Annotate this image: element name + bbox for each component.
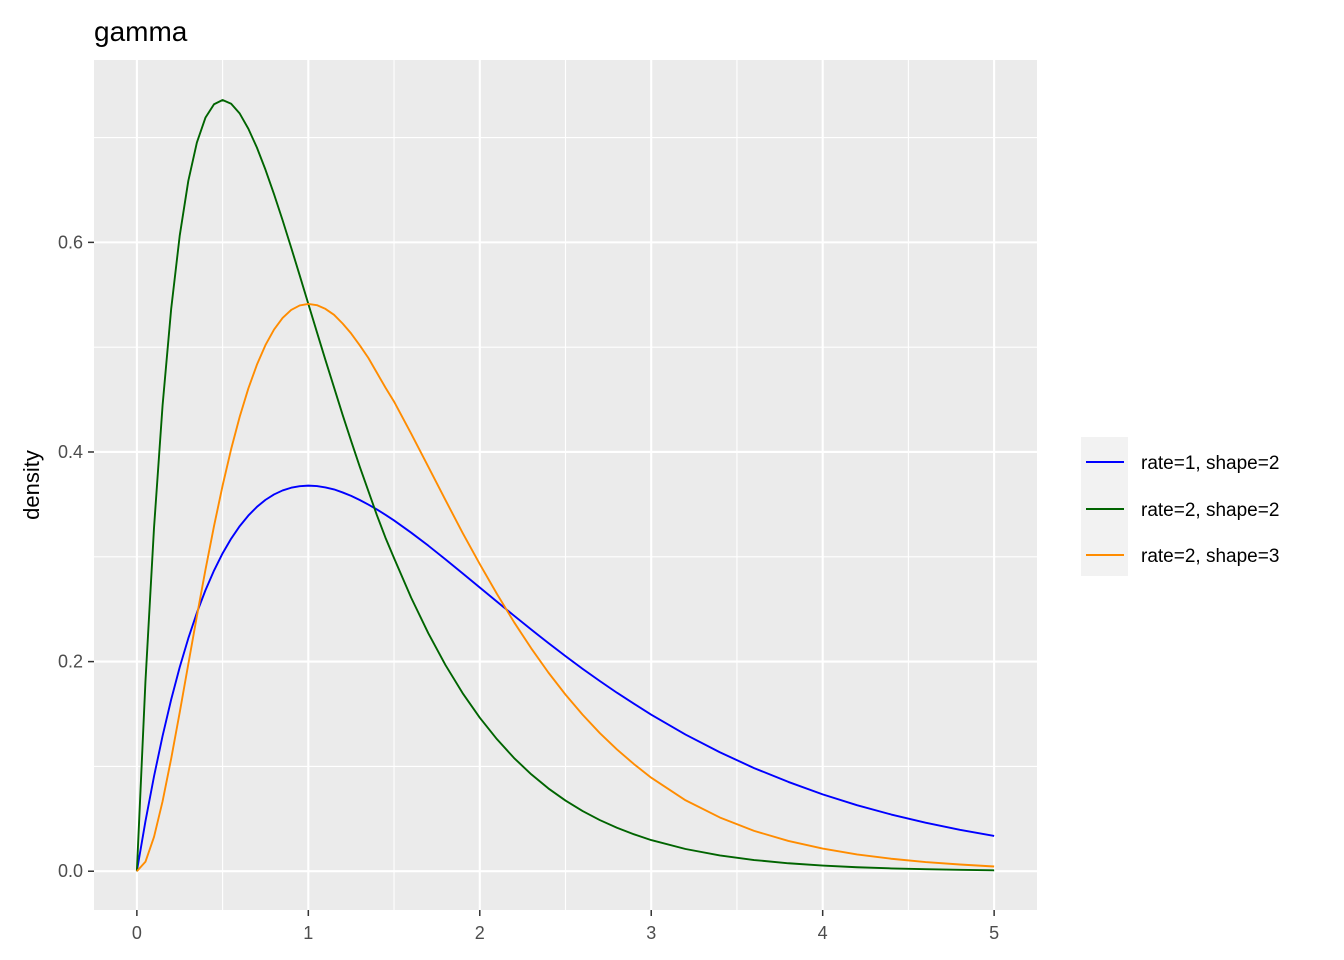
- x-tick-label-4: 4: [818, 923, 828, 943]
- y-tick-label-0: 0.0: [58, 861, 83, 881]
- series-line-2: [136, 302, 995, 872]
- y-tick-label-3: 0.6: [58, 232, 83, 252]
- series-lines: [135, 99, 995, 872]
- legend-key-background: [1081, 437, 1128, 576]
- x-tick-label-3: 3: [646, 923, 656, 943]
- series-line-1: [135, 99, 995, 872]
- legend-label-2: rate=2, shape=3: [1141, 546, 1279, 567]
- series-line-0: [135, 484, 995, 872]
- minor-gridlines: [94, 60, 1037, 910]
- x-tick-label-1: 1: [303, 923, 313, 943]
- legend-label-0: rate=1, shape=2: [1141, 453, 1279, 474]
- y-axis-title: density: [19, 450, 44, 520]
- legend: rate=1, shape=2 rate=2, shape=2 rate=2, sh…: [1081, 437, 1279, 576]
- x-tick-label-0: 0: [132, 923, 142, 943]
- y-tick-label-2: 0.4: [58, 442, 83, 462]
- y-tick-label-1: 0.2: [58, 652, 83, 672]
- x-axis: 0 1 2 3 4 5: [132, 910, 999, 943]
- y-axis: 0.0 0.2 0.4 0.6: [58, 232, 94, 881]
- chart-title: gamma: [94, 16, 188, 47]
- x-tick-label-2: 2: [475, 923, 485, 943]
- legend-label-1: rate=2, shape=2: [1141, 500, 1279, 521]
- x-tick-label-5: 5: [989, 923, 999, 943]
